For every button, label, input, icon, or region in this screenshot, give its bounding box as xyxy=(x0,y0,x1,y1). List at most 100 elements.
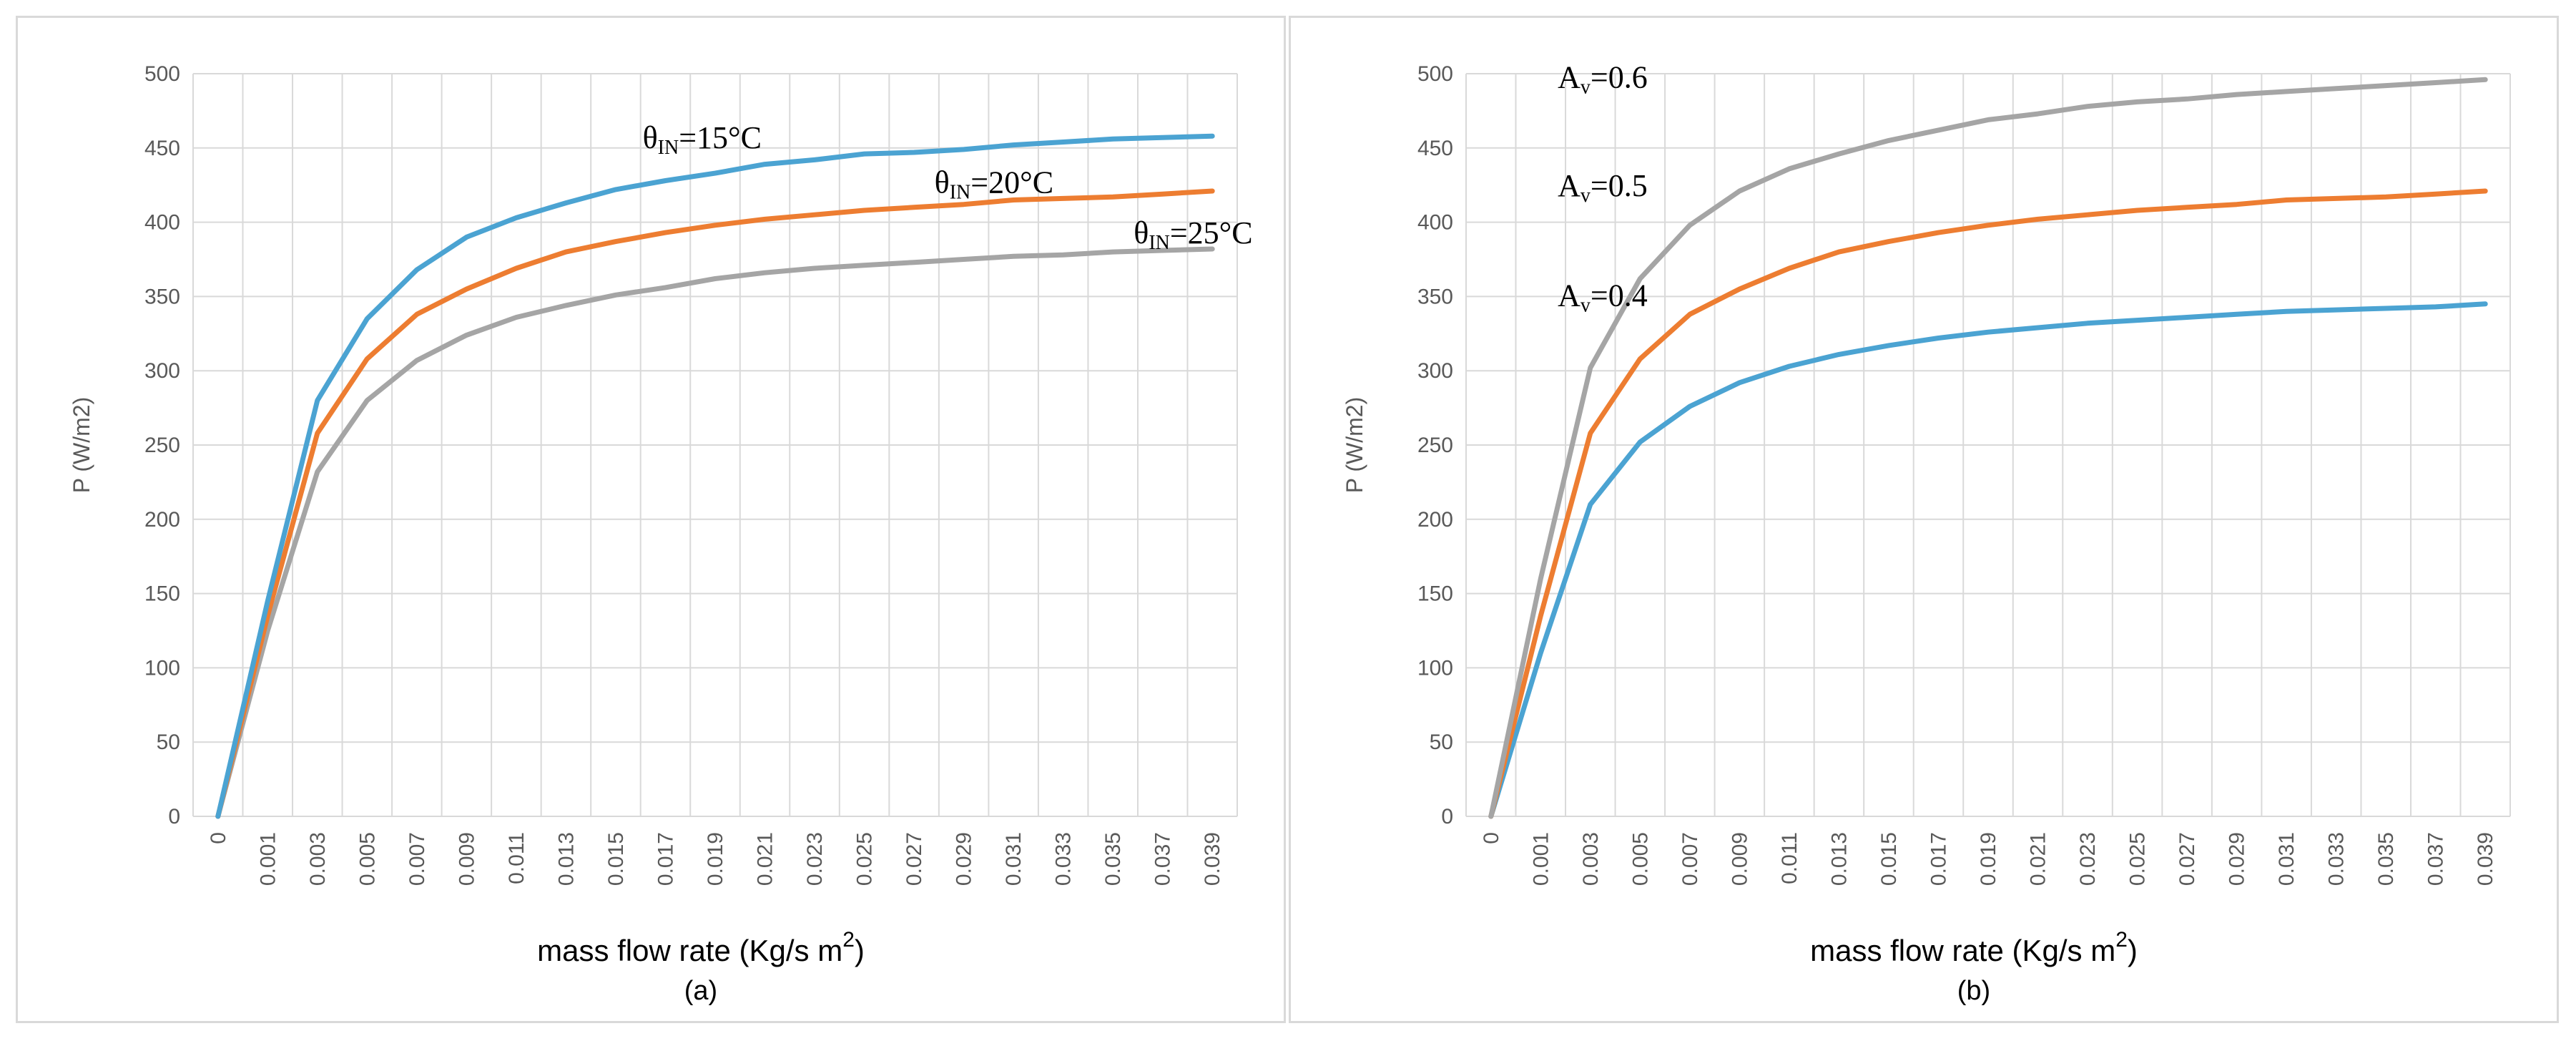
y-tick-label: 150 xyxy=(144,582,180,606)
x-axis-title: mass flow rate (Kg/s m2) xyxy=(1810,928,2138,967)
chart-panel-b: 0 50 100 150 200 250 300 350 400 450 500 0 0.001 0.00… xyxy=(1289,16,2559,1023)
annotation-value: =25°C xyxy=(1170,215,1253,250)
x-tick-label: 0.029 xyxy=(953,832,976,886)
x-tick-label: 0.005 xyxy=(1628,832,1652,886)
series-annotation: θIN=15°C xyxy=(643,120,762,159)
y-tick-label: 500 xyxy=(1417,62,1453,86)
x-tick-label: 0 xyxy=(1480,832,1503,844)
annotation-base: θ xyxy=(935,165,950,200)
annotation-value: =15°C xyxy=(679,120,762,155)
x-tick-label: 0.015 xyxy=(604,832,628,886)
annotation-base: A xyxy=(1558,168,1580,203)
series-line xyxy=(215,188,1215,819)
series-annotation: θIN=25°C xyxy=(1134,215,1252,254)
annotation-subscript: IN xyxy=(658,137,679,159)
y-tick-label: 50 xyxy=(157,730,180,754)
y-tick-label: 400 xyxy=(1417,211,1453,235)
x-axis-title-superscript: 2 xyxy=(842,928,855,952)
x-tick-label: 0.037 xyxy=(1151,832,1175,886)
panel-label: (a) xyxy=(684,976,717,1006)
x-tick-label: 0.025 xyxy=(853,832,877,886)
annotation-base: A xyxy=(1558,278,1580,313)
panel-label: (b) xyxy=(1957,976,1990,1006)
y-tick-label: 350 xyxy=(1417,285,1453,308)
y-tick-label: 300 xyxy=(144,359,180,383)
annotation-subscript: IN xyxy=(950,181,971,203)
y-tick-label: 450 xyxy=(1417,137,1453,160)
series-line xyxy=(1488,301,2488,819)
chart-b-svg: 0 50 100 150 200 250 300 350 400 450 500 0 0.001 0.00… xyxy=(1342,59,2511,1006)
y-tick-label: 500 xyxy=(144,62,180,86)
x-tick-label: 0.033 xyxy=(1052,832,1076,886)
x-tick-label: 0.001 xyxy=(1529,832,1553,886)
annotation-subscript: IN xyxy=(1149,232,1170,254)
x-tick-label: 0.011 xyxy=(505,832,529,884)
y-tick-label: 350 xyxy=(144,285,180,308)
x-tick-label: 0.013 xyxy=(1827,832,1851,886)
series-annotation: Av=0.5 xyxy=(1558,168,1648,207)
x-tick-label: 0.021 xyxy=(2027,832,2050,886)
series-line xyxy=(1488,77,2488,819)
x-axis-title-superscript: 2 xyxy=(2115,928,2128,952)
annotation-subscript: v xyxy=(1580,76,1591,98)
x-tick-label: 0 xyxy=(207,832,230,844)
x-tick-label: 0.005 xyxy=(355,832,379,886)
x-tick-label: 0.019 xyxy=(1977,832,2000,886)
series-line xyxy=(1488,188,2488,819)
x-tick-label: 0.021 xyxy=(754,832,777,886)
x-axis-title-close: ) xyxy=(855,934,865,967)
x-tick-label: 0.039 xyxy=(2474,832,2497,886)
x-tick-label: 0.017 xyxy=(1927,832,1950,886)
y-tick-label: 100 xyxy=(144,656,180,680)
annotation-value: =0.4 xyxy=(1591,278,1648,313)
x-tick-label: 0.003 xyxy=(1579,832,1603,886)
annotation-value: =0.6 xyxy=(1591,59,1648,94)
x-tick-label: 0.017 xyxy=(654,832,677,886)
annotation-subscript: v xyxy=(1580,185,1591,207)
y-tick-label: 250 xyxy=(144,434,180,457)
y-axis-title: P (W/m2) xyxy=(1342,397,1367,494)
x-tick-label: 0.033 xyxy=(2325,832,2349,886)
annotation-value: =20°C xyxy=(970,165,1053,200)
annotation-subscript: v xyxy=(1580,294,1591,316)
y-tick-label: 50 xyxy=(1430,730,1453,754)
y-tick-label: 100 xyxy=(1417,656,1453,680)
chart-a-svg: 0 50 100 150 200 250 300 350 400 450 500 0 0.001 0.00… xyxy=(69,62,1253,1006)
x-axis-title-close: ) xyxy=(2128,934,2138,967)
y-tick-label: 450 xyxy=(144,137,180,160)
y-axis-title: P (W/m2) xyxy=(69,397,94,494)
x-tick-label: 0.019 xyxy=(704,832,727,886)
x-tick-label: 0.007 xyxy=(1678,832,1702,886)
annotation-base: θ xyxy=(1134,215,1149,250)
x-tick-label: 0.013 xyxy=(554,832,578,886)
x-tick-label: 0.011 xyxy=(1778,832,1801,884)
x-tick-label: 0.027 xyxy=(2176,832,2199,886)
x-tick-label: 0.035 xyxy=(2374,832,2398,886)
x-tick-label: 0.009 xyxy=(455,832,478,886)
y-tick-label: 150 xyxy=(1417,582,1453,606)
y-tick-label: 0 xyxy=(168,805,180,829)
y-tick-label: 0 xyxy=(1441,805,1453,829)
y-tick-label: 400 xyxy=(144,211,180,235)
x-tick-label: 0.015 xyxy=(1877,832,1901,886)
annotation-base: θ xyxy=(643,120,658,155)
x-tick-label: 0.035 xyxy=(1101,832,1125,886)
x-tick-label: 0.023 xyxy=(2076,832,2100,886)
x-tick-label: 0.025 xyxy=(2126,832,2150,886)
x-axis-title: mass flow rate (Kg/s m2) xyxy=(537,928,865,967)
x-tick-label: 0.031 xyxy=(1002,832,1026,886)
series-line xyxy=(215,133,1215,819)
x-tick-label: 0.007 xyxy=(405,832,429,886)
annotation-value: =0.5 xyxy=(1591,168,1648,203)
y-tick-label: 300 xyxy=(1417,359,1453,383)
x-tick-label: 0.039 xyxy=(1201,832,1224,886)
series-annotation: Av=0.4 xyxy=(1558,278,1648,316)
y-tick-label: 250 xyxy=(1417,434,1453,457)
series-line xyxy=(215,246,1215,819)
x-tick-label: 0.009 xyxy=(1728,832,1751,886)
x-tick-label: 0.023 xyxy=(803,832,827,886)
series-annotation: Av=0.6 xyxy=(1558,59,1648,98)
x-tick-label: 0.037 xyxy=(2424,832,2448,886)
y-tick-label: 200 xyxy=(144,508,180,532)
chart-panel-a: 0 50 100 150 200 250 300 350 400 450 500 0 0.001 0.00… xyxy=(16,16,1286,1023)
